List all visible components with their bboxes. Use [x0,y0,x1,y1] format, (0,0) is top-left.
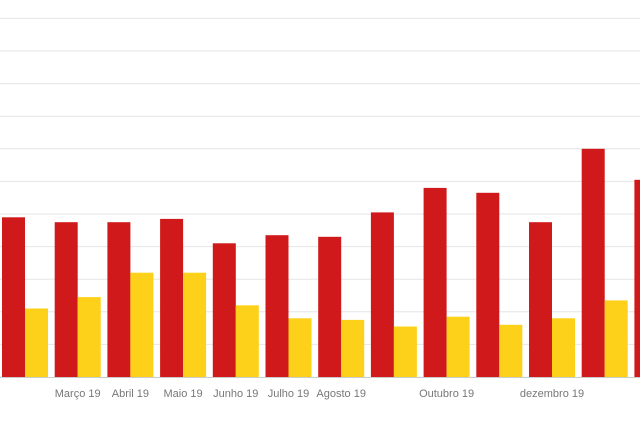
x-tick-label: dezembro 19 [520,388,584,400]
x-tick-label: Maio 19 [164,388,203,400]
bar-series2-2 [130,272,154,377]
bars [2,148,640,377]
bar-series2-5 [288,318,312,377]
x-tick-label: Abril 19 [112,388,149,400]
bar-series2-7 [393,326,417,377]
bar-series1-10 [529,222,552,377]
x-tick-label: Março 19 [55,388,101,400]
bar-series2-8 [446,316,470,377]
bar-series2-10 [552,318,575,377]
x-tick-labels: Março 19 Abril 19 Maio 19 Junho 19 Julho 19 A… [55,388,584,400]
bar-series2-1 [77,297,101,377]
bar-series1-9 [476,192,500,377]
bar-series1-0 [2,217,25,377]
bar-series1-6 [318,236,342,377]
bar-series1-11 [581,148,605,377]
bar-series1-5 [265,235,289,377]
bar-series2-4 [235,305,259,377]
bar-series2-3 [183,272,207,377]
bar-series2-6 [341,319,365,377]
bar-series1-1 [54,222,78,377]
bar-series2-9 [499,324,523,377]
bar-series1-8 [423,187,447,377]
x-tick-label: Julho 19 [268,388,310,400]
bar-series1-3 [160,218,184,377]
bar-series1-2 [107,222,131,377]
x-tick-label: Junho 19 [213,388,258,400]
bar-series2-0 [25,308,48,377]
x-tick-label: Outubro 19 [419,388,474,400]
bar-series1-7 [370,212,394,377]
bar-series2-11 [604,300,628,377]
x-tick-label: Agosto 19 [316,388,366,400]
bar-series1-4 [212,243,236,377]
bar-series1-12 [634,179,640,377]
gridlines [0,17,640,345]
